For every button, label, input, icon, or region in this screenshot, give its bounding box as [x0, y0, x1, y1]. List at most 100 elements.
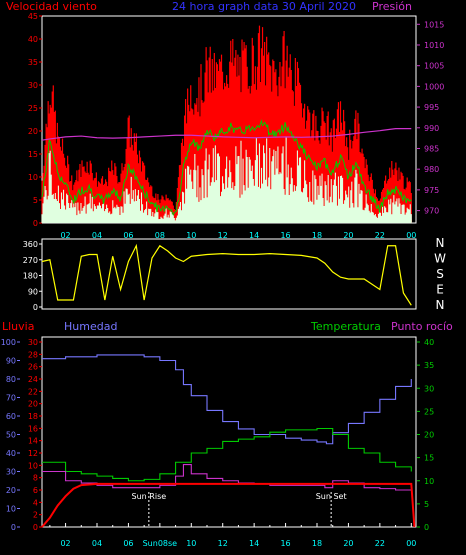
lower-x-tick-label: 00 — [406, 539, 416, 548]
direction-axis-tick-label: 90 — [28, 287, 38, 296]
lower-panel-frame — [41, 336, 417, 528]
lower-x-tick-label: Sun08se — [143, 539, 178, 548]
temperature-label: Temperatura — [310, 320, 381, 333]
wind-x-tick-label: 02 — [60, 231, 70, 240]
wind-axis-tick-label: 45 — [28, 12, 38, 21]
wind-x-tick-label: 06 — [123, 231, 133, 240]
rain-axis-tick-label: 10 — [28, 461, 38, 470]
pressure-axis-tick-label: 1015 — [424, 20, 444, 29]
pressure-axis-tick-label: 985 — [424, 144, 439, 153]
direction-panel-frame — [41, 238, 417, 310]
temp-axis-tick-label: 20 — [424, 431, 434, 440]
wind-x-tick-label: 08 — [155, 231, 165, 240]
pressure-axis-tick-label: 980 — [424, 165, 439, 174]
direction-line — [41, 243, 412, 306]
chart-title: 24 hora graph data 30 April 2020 — [172, 0, 356, 13]
pressure-axis-tick-label: 975 — [424, 186, 439, 195]
wind-axis-tick-label: 20 — [28, 127, 38, 136]
humidity-axis-tick-label: 80 — [6, 375, 16, 384]
temp-axis-tick-label: 40 — [424, 338, 434, 347]
rain-axis-tick-label: 20 — [28, 400, 38, 409]
compass-label: W — [434, 252, 446, 266]
direction-axis-tick-label: 0 — [33, 303, 38, 312]
dewpoint-label: Punto rocío — [391, 320, 453, 333]
direction-axis-tick-label: 180 — [23, 272, 38, 281]
wind-axis-tick-label: 5 — [33, 196, 38, 205]
temp-axis-tick-label: 15 — [424, 454, 434, 463]
temp-axis-tick-label: 35 — [424, 361, 434, 370]
humidity-axis-tick-label: 40 — [6, 449, 16, 458]
rain-axis-tick-label: 30 — [28, 338, 38, 347]
compass-label: E — [436, 283, 444, 297]
rain-line — [41, 482, 416, 528]
direction-axis-tick-label: 270 — [23, 256, 38, 265]
wind-x-tick-label: 12 — [218, 231, 228, 240]
rain-axis-tick-label: 4 — [33, 498, 38, 507]
rain-axis-tick-label: 16 — [28, 424, 38, 433]
sun-marker-label: Sun Set — [316, 492, 347, 501]
rain-label: Lluvia — [2, 320, 34, 333]
rain-axis-tick-label: 22 — [28, 387, 38, 396]
lower-x-tick-label: 22 — [375, 539, 385, 548]
wind-x-tick-label: 04 — [92, 231, 102, 240]
humidity-line — [42, 354, 412, 445]
sun-marker-label: Sun Rise — [132, 492, 167, 501]
wind-x-tick-label: 20 — [343, 231, 353, 240]
rain-axis-tick-label: 6 — [33, 486, 38, 495]
temp-axis-tick-label: 10 — [424, 477, 434, 486]
humidity-axis-tick-label: 20 — [6, 486, 16, 495]
compass-label: N — [436, 298, 445, 312]
temp-axis-tick-label: 25 — [424, 407, 434, 416]
direction-axis-tick-label: 360 — [23, 240, 38, 249]
wind-x-tick-label: 14 — [249, 231, 259, 240]
humidity-axis-tick-label: 70 — [6, 394, 16, 403]
wind-axis-tick-label: 40 — [28, 35, 38, 44]
humidity-label: Humedad — [64, 320, 117, 333]
wind-axis-tick-label: 25 — [28, 104, 38, 113]
compass-label: S — [436, 267, 444, 281]
rain-axis-tick-label: 18 — [28, 412, 38, 421]
lower-x-tick-label: 02 — [60, 539, 70, 548]
temp-axis-tick-label: 0 — [424, 523, 429, 532]
wind-axis-tick-label: 35 — [28, 58, 38, 67]
lower-x-tick-label: 20 — [343, 539, 353, 548]
temp-axis-tick-label: 5 — [424, 500, 429, 509]
lower-x-tick-label: 10 — [186, 539, 196, 548]
wind-x-tick-label: 22 — [375, 231, 385, 240]
pressure-label: Presión — [372, 0, 412, 13]
rain-axis-tick-label: 2 — [33, 511, 38, 520]
lower-x-tick-label: 16 — [280, 539, 290, 548]
lower-x-tick-label: 04 — [92, 539, 102, 548]
pressure-axis-tick-label: 1005 — [424, 62, 444, 71]
wind-x-tick-label: 18 — [312, 231, 322, 240]
dewpoint-line — [42, 464, 412, 491]
wind-avg-line — [41, 119, 412, 216]
humidity-axis-tick-label: 50 — [6, 431, 16, 440]
wind-min-bars — [41, 137, 412, 223]
temperature-line — [42, 427, 412, 482]
lower-x-tick-label: 12 — [218, 539, 228, 548]
pressure-axis-tick-label: 995 — [424, 103, 439, 112]
wind-x-tick-label: 10 — [186, 231, 196, 240]
pressure-axis-tick-label: 970 — [424, 207, 439, 216]
temp-axis-tick-label: 30 — [424, 384, 434, 393]
chart-marks: 0510152025303540459709759809859909951000… — [1, 12, 446, 548]
compass-label: N — [436, 236, 445, 250]
pressure-line — [41, 128, 412, 141]
pressure-axis-tick-label: 990 — [424, 124, 439, 133]
humidity-axis-tick-label: 0 — [11, 523, 16, 532]
rain-axis-tick-label: 14 — [28, 437, 38, 446]
wind-x-tick-label: 16 — [280, 231, 290, 240]
wind-axis-tick-label: 10 — [28, 173, 38, 182]
rain-axis-tick-label: 8 — [33, 474, 38, 483]
wind-speed-label: Velocidad viento — [6, 0, 97, 13]
rain-axis-tick-label: 0 — [33, 523, 38, 532]
humidity-axis-tick-label: 100 — [1, 338, 16, 347]
wind-axis-tick-label: 0 — [33, 219, 38, 228]
rain-axis-tick-label: 26 — [28, 363, 38, 372]
lower-x-tick-label: 14 — [249, 539, 259, 548]
lower-x-tick-label: 18 — [312, 539, 322, 548]
lower-x-tick-label: 06 — [123, 539, 133, 548]
wind-axis-tick-label: 30 — [28, 81, 38, 90]
